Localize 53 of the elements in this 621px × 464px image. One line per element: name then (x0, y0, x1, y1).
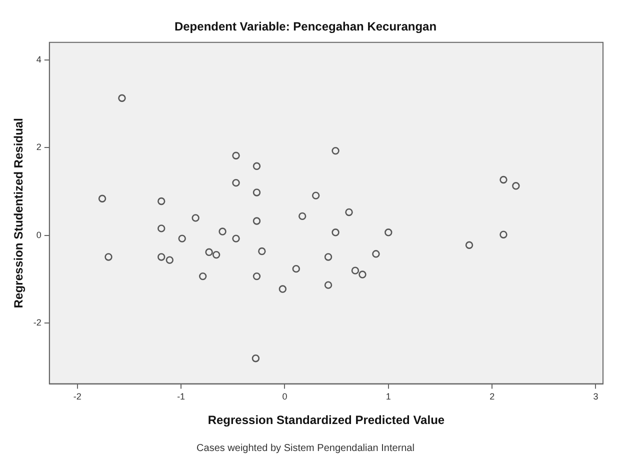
point (312, 192, 320, 200)
x-tick-label: -1 (177, 392, 186, 402)
point (258, 247, 266, 256)
point (252, 217, 261, 225)
point (500, 230, 508, 238)
x-tick-label: 3 (593, 392, 598, 402)
x-tick-label: 1 (386, 392, 391, 402)
x-tick-label: 2 (490, 392, 495, 402)
point (332, 228, 340, 236)
point (252, 188, 261, 196)
point (118, 94, 126, 102)
point (98, 194, 106, 202)
x-axis-title: Regression Standardized Predicted Value (208, 413, 445, 428)
point (324, 253, 332, 261)
point (104, 253, 112, 261)
y-axis-title: Regression Studentized Residual (12, 118, 26, 308)
point (212, 250, 220, 259)
point (158, 224, 166, 232)
point (166, 256, 174, 264)
point (512, 182, 520, 190)
point (292, 264, 300, 273)
x-tick-label: 0 (282, 392, 288, 402)
point (205, 248, 213, 256)
y-tick-label: 4 (36, 54, 42, 64)
point (278, 285, 287, 293)
point (178, 234, 186, 242)
y-tick-label: 0 (36, 230, 42, 240)
point (232, 234, 240, 242)
point (218, 228, 226, 236)
point (298, 212, 306, 220)
point (465, 241, 474, 249)
x-tick-label: -2 (73, 392, 82, 402)
point (252, 272, 261, 280)
point (252, 354, 260, 362)
chart-title: Dependent Variable: Pencegahan Kecurangan (174, 20, 437, 34)
point (332, 146, 340, 155)
point (232, 178, 240, 187)
point (384, 228, 392, 236)
point (252, 162, 261, 170)
point (500, 176, 508, 184)
point (192, 214, 200, 222)
point (372, 250, 380, 258)
point (158, 253, 166, 261)
point (345, 208, 353, 216)
y-tick-label: -2 (33, 318, 42, 328)
point (232, 152, 240, 160)
point (158, 197, 166, 206)
point (358, 270, 366, 278)
point (324, 281, 332, 289)
point (198, 272, 207, 280)
text: Cases weighted by Sistem Pengendalian Internal (196, 442, 414, 454)
y-tick-label: 2 (36, 142, 42, 152)
point (351, 266, 360, 274)
